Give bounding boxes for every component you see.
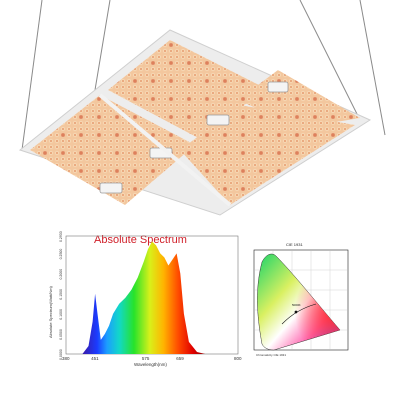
white-point-marker [294, 310, 298, 314]
x-tick-label: 575 [142, 356, 150, 361]
cie-horseshoe-red [257, 254, 340, 350]
connector-box [99, 182, 123, 194]
x-tick-label: 659 [176, 356, 184, 361]
x-tick-label: 800 [234, 356, 242, 361]
x-tick-labels: 380 451 575 659 800 [62, 356, 242, 361]
board-divider [98, 93, 232, 207]
spectrum-title: Absolute Spectrum [94, 234, 187, 246]
y-tick-labels: 0.0000 0.0500 0.1000 0.1500 0.2000 0.2500 0.29… [59, 231, 63, 360]
cie-title: CIE 1931 [286, 242, 303, 247]
cie-caption: Chromaticity CIE 1931 [256, 353, 286, 357]
planckian-locus [281, 303, 317, 325]
spectrum-chart: Absolute Spectrum Absolute Spectrum(Watt… [48, 231, 242, 367]
x-tick-label: 380 [62, 356, 70, 361]
hanging-wire [359, 0, 386, 136]
y-tick-label: 0.0000 [59, 349, 63, 360]
y-tick-label: 0.0500 [59, 329, 63, 340]
y-tick-label: 0.2500 [59, 249, 63, 260]
led-board [180, 105, 355, 205]
cct-label: 5000K [292, 303, 301, 307]
grow-light-photo [18, 0, 386, 216]
spectrum-area [82, 241, 206, 354]
connector-box [206, 114, 230, 126]
y-tick-label: 0.1500 [59, 289, 63, 300]
y-tick-label: 0.1000 [59, 309, 63, 320]
x-axis-label: Wavelength(nm) [134, 362, 167, 367]
x-tick-label: 451 [91, 356, 99, 361]
cie-diagram: CIE 1931 5000K Chromaticity CIE 1931 [253, 242, 349, 357]
y-tick-label: 0.2933 [59, 231, 63, 242]
connector-box [267, 81, 289, 93]
hanging-wire [21, 0, 43, 151]
led-board [30, 95, 195, 205]
y-tick-label: 0.2000 [59, 269, 63, 280]
hanging-wire [299, 0, 361, 121]
cie-frame [253, 249, 349, 351]
y-axis-label: Absolute Spectrum(Watt/Nm) [48, 285, 53, 338]
